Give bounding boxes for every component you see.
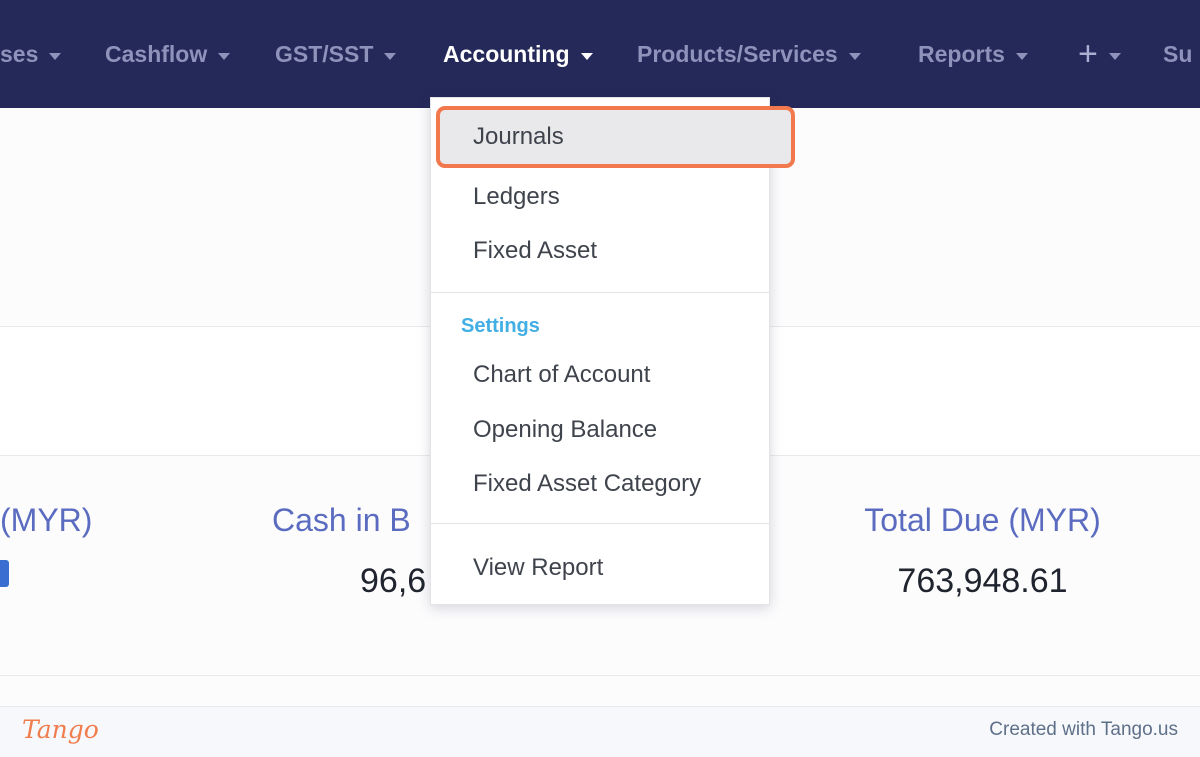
tango-logo[interactable]: Tango (22, 715, 99, 744)
nav-item-cashflow[interactable]: Cashflow (105, 0, 231, 108)
nav-item-label: Cashflow (105, 40, 208, 67)
menu-item-journals[interactable]: Journals (436, 106, 795, 168)
nav-item-label: Products/Services (637, 40, 838, 67)
menu-item-view-report[interactable]: View Report (473, 554, 604, 581)
nav-item-label: Su (1163, 40, 1193, 67)
menu-item-opening-balance[interactable]: Opening Balance (473, 416, 658, 443)
tango-credit-link[interactable]: Created with Tango.us (989, 719, 1178, 740)
menu-item-label: Journals (473, 123, 564, 150)
nav-item-label: ses (0, 40, 39, 67)
nav-item-label: GST/SST (275, 40, 374, 67)
chevron-down-icon (848, 52, 861, 60)
nav-item-products-services[interactable]: Products/Services (637, 0, 861, 108)
cash-in-bank-value-partial: 96,6 (360, 562, 427, 600)
nav-item-gst-sst[interactable]: GST/SST (275, 0, 397, 108)
chevron-down-icon (49, 52, 62, 60)
menu-item-fixed-asset[interactable]: Fixed Asset (473, 237, 598, 264)
nav-item-accounting[interactable]: Accounting (443, 0, 593, 108)
summary-label-left-partial: (MYR) (0, 502, 93, 538)
nav-item-add-new[interactable]: + (1078, 0, 1121, 108)
nav-item-label: Accounting (443, 40, 570, 67)
chevron-down-icon (1015, 52, 1028, 60)
menu-section-settings: Settings (461, 315, 540, 337)
top-nav-bar: ses Cashflow GST/SST Accounting Products… (0, 0, 1200, 108)
nav-item-subscription-partial[interactable]: Su (1163, 0, 1192, 108)
chevron-down-icon (580, 52, 593, 60)
chevron-down-icon (384, 52, 397, 60)
footer-bar: Tango Created with Tango.us (0, 706, 1200, 757)
nav-item-purchases-partial[interactable]: ses (0, 0, 62, 108)
menu-divider (431, 292, 769, 293)
menu-divider (431, 523, 769, 524)
menu-item-fixed-asset-category[interactable]: Fixed Asset Category (473, 470, 702, 497)
partial-blue-element (0, 560, 9, 587)
horizontal-divider (0, 675, 1200, 676)
nav-item-reports[interactable]: Reports (918, 0, 1028, 108)
plus-icon: + (1078, 34, 1098, 73)
chevron-down-icon (1108, 52, 1121, 60)
accounting-dropdown-menu: Journals Ledgers Fixed Asset Settings Ch… (430, 97, 795, 605)
cash-in-bank-label-partial: Cash in B (272, 502, 411, 538)
total-due-value: 763,948.61 (897, 562, 1068, 600)
menu-item-ledgers[interactable]: Ledgers (473, 183, 560, 210)
total-due-label: Total Due (MYR) (864, 502, 1101, 538)
nav-item-label: Reports (918, 40, 1005, 67)
chevron-down-icon (218, 52, 231, 60)
menu-item-chart-of-account[interactable]: Chart of Account (473, 361, 651, 388)
